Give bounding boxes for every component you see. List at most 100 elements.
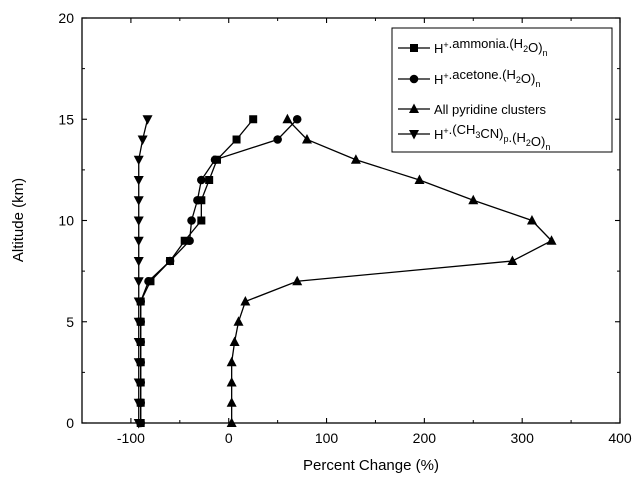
data-point-pyridine bbox=[226, 356, 237, 367]
data-point-ammonia bbox=[232, 135, 241, 144]
x-tick-label: -100 bbox=[117, 430, 145, 446]
legend-entry-pyridine: All pyridine clusters bbox=[398, 102, 546, 117]
data-point-acetonitrile bbox=[133, 338, 144, 348]
legend-label-part: 2 bbox=[526, 138, 531, 148]
y-tick-label: 0 bbox=[66, 415, 74, 431]
data-point-pyridine bbox=[468, 194, 479, 205]
data-point-acetonitrile bbox=[133, 317, 144, 328]
data-point-pyridine bbox=[240, 296, 251, 306]
data-point-ammonia bbox=[205, 176, 214, 184]
data-point-acetonitrile bbox=[133, 419, 144, 429]
legend-label-part: + bbox=[443, 71, 448, 81]
legend-label-part: 2 bbox=[516, 75, 521, 85]
data-point-pyridine bbox=[301, 134, 312, 144]
data-point-pyridine bbox=[292, 275, 303, 286]
legend-label-part: n bbox=[545, 142, 550, 152]
legend-label-part: .(H bbox=[509, 130, 526, 145]
data-point-acetonitrile bbox=[133, 358, 144, 368]
data-point-acetone bbox=[187, 216, 196, 225]
legend-label-part: n bbox=[535, 79, 540, 89]
y-tick-label: 15 bbox=[58, 111, 74, 127]
legend-label: H+.(CH3CN)p.(H2O)n bbox=[434, 122, 550, 152]
legend-label: All pyridine clusters bbox=[434, 102, 546, 117]
data-point-pyridine bbox=[226, 377, 237, 387]
legend-entry-acetone: H+.acetone.(H2O)n bbox=[398, 67, 540, 89]
legend-label-part: H bbox=[434, 127, 443, 142]
legend-label-part: .(CH bbox=[449, 122, 476, 137]
legend-label-part: n bbox=[543, 48, 548, 58]
legend-label-part: 3 bbox=[475, 130, 480, 140]
data-point-ammonia bbox=[197, 216, 206, 225]
series-pyridine bbox=[226, 113, 557, 427]
legend-label-part: 2 bbox=[523, 44, 528, 54]
y-tick-label: 20 bbox=[58, 10, 74, 26]
legend-label: H+.ammonia.(H2O)n bbox=[434, 36, 548, 58]
data-point-ammonia bbox=[180, 236, 189, 245]
y-tick-label: 10 bbox=[58, 213, 74, 229]
x-tick-label: 400 bbox=[608, 430, 632, 446]
data-point-acetonitrile bbox=[133, 216, 144, 226]
legend-label-part: CN) bbox=[480, 126, 503, 141]
data-point-acetone bbox=[193, 195, 202, 205]
data-point-pyridine bbox=[350, 154, 361, 164]
legend-label-part: .acetone.(H bbox=[449, 67, 516, 82]
legend-label-part: O) bbox=[521, 71, 535, 86]
data-point-acetonitrile bbox=[133, 155, 144, 166]
legend-label-part: + bbox=[443, 40, 448, 50]
legend-marker bbox=[409, 74, 419, 84]
series-acetonitrile bbox=[133, 115, 153, 429]
y-axis-title-group: Altitude (km) bbox=[10, 178, 27, 262]
data-point-pyridine bbox=[546, 235, 557, 245]
legend-label-part: All pyridine clusters bbox=[434, 102, 546, 117]
data-point-acetonitrile bbox=[133, 398, 144, 409]
data-point-acetonitrile bbox=[133, 176, 144, 186]
x-tick-label: 200 bbox=[413, 430, 437, 446]
legend-label-part: .ammonia.(H bbox=[449, 36, 523, 51]
data-point-ammonia bbox=[249, 115, 258, 124]
series-line-acetone bbox=[140, 118, 298, 423]
data-point-pyridine bbox=[226, 397, 237, 407]
data-point-acetonitrile bbox=[133, 236, 144, 247]
data-point-pyridine bbox=[226, 417, 237, 427]
data-point-acetonitrile bbox=[133, 378, 144, 388]
data-point-pyridine bbox=[282, 113, 293, 124]
y-axis-title: Altitude (km) bbox=[10, 178, 27, 262]
legend-label-part: p bbox=[504, 134, 509, 144]
x-tick-label: 100 bbox=[315, 430, 339, 446]
data-point-pyridine bbox=[229, 336, 240, 346]
legend-label: H+.acetone.(H2O)n bbox=[434, 67, 540, 89]
series-ammonia bbox=[136, 115, 258, 427]
data-point-pyridine bbox=[526, 215, 537, 225]
legend-entry-acetonitrile: H+.(CH3CN)p.(H2O)n bbox=[398, 122, 550, 152]
legend-entry-ammonia: H+.ammonia.(H2O)n bbox=[398, 36, 548, 58]
data-point-acetonitrile bbox=[133, 196, 144, 206]
data-point-acetonitrile bbox=[133, 277, 144, 287]
legend-label-part: O) bbox=[531, 134, 545, 149]
data-point-pyridine bbox=[233, 316, 244, 326]
legend-label-part: + bbox=[443, 126, 448, 136]
series-line-acetonitrile bbox=[138, 119, 149, 423]
data-point-acetonitrile bbox=[142, 115, 153, 125]
legend-marker bbox=[409, 130, 419, 140]
x-tick-label: 300 bbox=[511, 430, 535, 446]
data-point-acetone bbox=[165, 256, 175, 266]
data-point-acetonitrile bbox=[137, 135, 148, 145]
data-point-acetone bbox=[273, 135, 282, 144]
data-point-pyridine bbox=[507, 255, 518, 265]
legend-label-part: H bbox=[434, 72, 443, 87]
data-point-acetone bbox=[185, 236, 194, 246]
series-line-ammonia bbox=[140, 118, 254, 423]
x-axis-title: Percent Change (%) bbox=[303, 457, 439, 474]
legend-label-part: H bbox=[434, 41, 443, 56]
plot-area: -100 0 100 200 300 400 0 5 10 15 20 bbox=[58, 10, 631, 446]
data-point-acetonitrile bbox=[133, 297, 144, 307]
legend-marker bbox=[410, 44, 418, 52]
data-point-acetone bbox=[197, 175, 206, 185]
legend-marker bbox=[409, 103, 419, 113]
data-point-acetone bbox=[210, 155, 220, 165]
data-point-acetone bbox=[144, 276, 153, 286]
series-line-pyridine bbox=[231, 118, 553, 423]
legend-box bbox=[391, 27, 613, 153]
